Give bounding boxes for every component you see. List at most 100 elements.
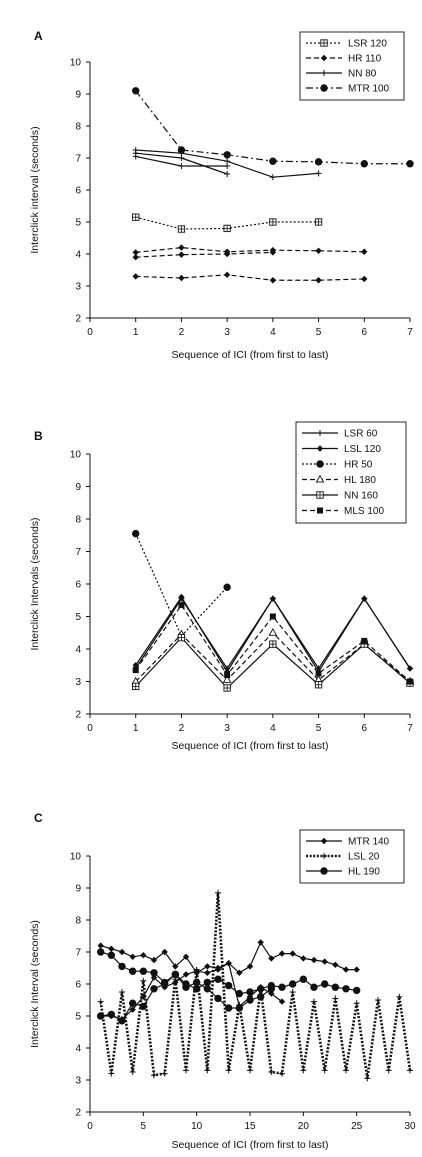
data-point <box>223 250 231 258</box>
data-point <box>182 983 190 991</box>
series-line <box>135 533 228 638</box>
x-tick-label: 5 <box>316 327 322 338</box>
data-point <box>246 988 254 996</box>
series-hl-190 <box>96 948 361 1025</box>
x-tick-label: 0 <box>87 723 93 734</box>
data-point <box>177 146 186 154</box>
data-point <box>204 969 211 976</box>
series-line <box>135 251 273 258</box>
x-tick-label: 30 <box>404 1121 416 1132</box>
legend-marker <box>320 39 328 47</box>
y-tick-label: 7 <box>75 547 81 558</box>
y-tick-label: 8 <box>75 122 81 133</box>
legend-label: MLS 100 <box>344 506 384 517</box>
data-point <box>315 170 322 177</box>
data-point <box>279 1070 285 1077</box>
data-point <box>203 985 212 993</box>
data-point <box>177 225 186 233</box>
data-point <box>129 953 136 960</box>
data-point <box>278 983 286 991</box>
legend: LSR 120 HR 110 NN 80 MTR 100 <box>299 31 405 101</box>
legend-marker <box>320 837 328 845</box>
data-point <box>342 966 350 973</box>
data-point <box>315 277 322 284</box>
data-point <box>224 163 231 169</box>
data-point <box>204 1067 211 1074</box>
data-point <box>300 1067 307 1074</box>
data-point <box>342 985 350 993</box>
y-axis-label: Interclick Intervals (seconds) <box>29 517 41 650</box>
data-point <box>353 1000 360 1007</box>
data-point <box>182 953 190 960</box>
legend-label: MTR 140 <box>348 837 390 848</box>
panel-label: C <box>34 811 43 825</box>
data-point <box>193 966 200 973</box>
data-point <box>150 985 158 993</box>
data-point <box>321 958 328 965</box>
data-point <box>310 956 318 964</box>
x-tick-label: 1 <box>133 327 139 338</box>
data-point <box>224 171 231 177</box>
data-point <box>132 249 139 256</box>
data-point <box>353 966 360 973</box>
x-axis-label: Sequence of ICI (from first to last) <box>172 349 329 361</box>
data-point <box>161 948 168 956</box>
data-point <box>223 271 231 278</box>
data-point <box>396 993 403 1000</box>
data-point <box>269 640 277 648</box>
y-tick-label: 4 <box>75 645 81 656</box>
data-point <box>375 997 381 1003</box>
x-tick-label: 3 <box>224 327 230 338</box>
data-point <box>361 248 368 255</box>
data-point <box>96 948 105 956</box>
data-point <box>352 986 361 995</box>
series-mls-100 <box>132 602 413 685</box>
data-point <box>132 529 140 538</box>
x-axis-label: Sequence of ICI (from first to last) <box>172 740 329 752</box>
data-point <box>407 678 413 685</box>
data-point <box>289 989 296 995</box>
x-tick-label: 20 <box>298 1121 310 1132</box>
data-point <box>320 980 329 988</box>
series-line <box>100 941 357 974</box>
data-point <box>288 980 297 988</box>
data-point <box>361 637 368 644</box>
x-tick-label: 10 <box>191 1121 203 1132</box>
data-point <box>269 249 277 256</box>
data-point <box>107 951 116 959</box>
data-point <box>332 995 339 1002</box>
data-point <box>236 969 243 976</box>
data-point <box>119 989 125 995</box>
legend-label: LSL 120 <box>344 444 381 455</box>
data-point <box>132 254 139 261</box>
data-point <box>171 970 180 979</box>
data-point <box>214 975 222 983</box>
legend-marker <box>320 84 328 92</box>
data-point <box>203 978 212 987</box>
legend: MTR 140 LSL 20 HL 190 <box>299 829 405 884</box>
data-point <box>256 993 265 1001</box>
data-point <box>223 583 231 591</box>
data-point <box>300 955 307 962</box>
data-point <box>129 1006 136 1013</box>
legend-marker <box>320 867 328 875</box>
x-axis-label: Sequence of ICI (from first to last) <box>172 1139 329 1151</box>
data-point <box>140 977 147 984</box>
data-point <box>140 952 147 959</box>
x-tick-label: 2 <box>179 327 185 338</box>
data-point <box>178 244 185 251</box>
y-tick-label: 6 <box>75 580 81 591</box>
data-point <box>108 1070 115 1077</box>
series-line <box>135 631 411 682</box>
legend-label: LSL 20 <box>348 852 380 863</box>
y-tick-label: 7 <box>75 154 81 165</box>
y-tick-label: 8 <box>75 515 81 526</box>
data-point <box>343 1067 349 1074</box>
x-tick-label: 15 <box>244 1121 256 1132</box>
series-mtr-140 <box>97 939 360 1023</box>
data-point <box>269 174 276 181</box>
y-tick-label: 5 <box>75 218 81 229</box>
data-point <box>182 971 190 978</box>
data-point <box>235 1004 244 1012</box>
